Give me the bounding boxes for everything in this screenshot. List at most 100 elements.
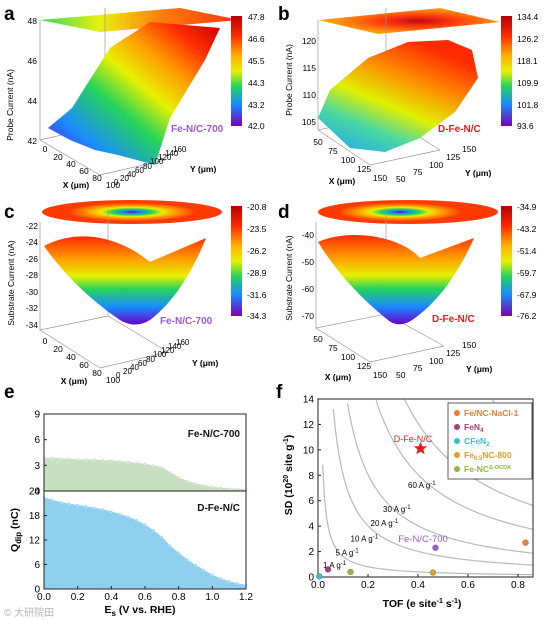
y-tick-label: 4 [308, 522, 314, 533]
activity-label-text: 60 A g [408, 481, 430, 490]
legend-label-sub: 2 [486, 442, 490, 448]
x-tick: 50 [313, 137, 323, 147]
x-tick: 40 [66, 159, 76, 169]
y-tick: 0 [116, 371, 121, 380]
activity-label: 10 A g-1 [351, 534, 379, 543]
sample-label: Fe-N/C-700 [171, 124, 224, 135]
y-tick: 20 [120, 174, 129, 183]
z-tick: -34 [26, 320, 39, 330]
data-point [67, 456, 71, 460]
x-ticks: 0 20 40 60 80 100 [43, 336, 121, 385]
colorbar [501, 16, 512, 126]
surface-plot [318, 40, 478, 152]
y-tick: 120 [158, 153, 172, 162]
iso-activity-curve [375, 400, 534, 530]
surface-plot [318, 235, 474, 325]
z-ticks: 105 110 115 120 [302, 36, 316, 127]
data-point [143, 462, 147, 466]
z-ticks: -22 -24 -26 -28 -30 -32 -34 [26, 221, 39, 330]
legend-label-main: FeN [464, 422, 480, 432]
panel-letter: f [276, 382, 283, 403]
x-tick: 125 [357, 361, 371, 371]
z-tick: -22 [26, 221, 39, 231]
activity-label-text: 5 A g [336, 548, 354, 557]
y-tick: 150 [462, 340, 476, 350]
data-point [193, 563, 197, 567]
data-point [236, 487, 240, 491]
data-point [219, 576, 223, 580]
panel-e: e 0 3 6 9 0 6 12 18 24 0.0 0.2 0.4 0.6 0.8 1.0 1.2 Fe-… [4, 382, 253, 619]
y-tick-label: 0 [308, 573, 314, 584]
panel-letter: c [4, 202, 15, 223]
data-point [185, 557, 189, 561]
plot-frame [317, 398, 534, 578]
y-label-sup: -1 [283, 438, 290, 444]
top-projection-map [340, 203, 460, 221]
y-tick: 100 [150, 157, 164, 166]
area-fill [44, 457, 246, 491]
y-tick: 140 [168, 342, 182, 351]
area-chart-bottom: 0 6 12 18 24 0.0 0.2 0.4 0.6 0.8 1.0 1.2 [29, 487, 254, 604]
data-point [236, 581, 240, 585]
legend-marker [454, 438, 460, 444]
z-ticks: -40 -50 -60 -70 [302, 230, 315, 321]
colorbar-tick: 118.1 [517, 56, 538, 66]
x-label-sup: -1 [437, 598, 443, 605]
data-point [151, 463, 155, 467]
y-tick: 75 [413, 363, 423, 373]
data-point [135, 518, 139, 522]
activity-label: 20 A g-1 [371, 519, 399, 528]
sample-label-top: Fe-N/C-700 [188, 429, 241, 440]
y-axis-label: Qdip (nC) [9, 508, 23, 552]
colorbar-tick: -34.3 [247, 311, 267, 321]
y-tick-label: 12 [303, 420, 315, 431]
x-label-sup: -1 [452, 598, 458, 605]
z-tick: -26 [26, 254, 39, 264]
top-projection-map [70, 203, 194, 221]
data-point [202, 483, 206, 487]
activity-label: 30 A g-1 [383, 505, 411, 514]
activity-label-sup: -1 [430, 481, 436, 487]
y-tick: 120 [161, 346, 175, 355]
x-tick-label: 0.2 [71, 592, 85, 603]
y-tick-label: 18 [29, 511, 41, 522]
data-point [210, 485, 214, 489]
y-axis-label-main: Q [9, 544, 21, 552]
data-point [347, 568, 354, 576]
y-tick: 100 [429, 160, 443, 170]
legend-label-sub: 4 [480, 428, 484, 434]
x-tick: 100 [341, 155, 355, 165]
data-point [67, 502, 71, 506]
legend-label-main: Fe/NC-NaCl-1 [464, 408, 519, 418]
x-tick-label: 0.0 [37, 592, 51, 603]
legend-marker [454, 452, 460, 458]
colorbar-tick: -59.7 [517, 268, 537, 278]
z-tick: 46 [28, 56, 38, 66]
data-point [193, 481, 197, 485]
y-tick-label: 3 [34, 461, 40, 472]
panel-a: a Probe Current (nA) 42 44 46 48 0 20 40… [4, 4, 265, 190]
y-tick: 20 [123, 367, 132, 376]
data-point [429, 569, 437, 576]
colorbar-tick: -51.4 [517, 246, 537, 256]
surface-plot [48, 22, 220, 165]
colorbar-tick: -23.5 [247, 224, 267, 234]
z-tick: -30 [26, 287, 39, 297]
data-point [92, 457, 96, 461]
x-tick-label: 0.6 [461, 580, 475, 591]
y-ticks: 50 75 100 125 150 [396, 340, 476, 380]
x-tick-label: 1.2 [239, 592, 253, 603]
x-tick: 0 [43, 144, 48, 154]
colorbar-ticks: -20.8 -23.5 -26.2 -28.9 -31.6 -34.3 [247, 202, 267, 321]
x-tick: 125 [357, 164, 371, 174]
x-axis-label-sub: s [112, 609, 117, 618]
data-point [84, 457, 88, 461]
legend-label: FeN4 [464, 422, 484, 434]
panel-letter: a [4, 4, 15, 25]
y-axis-label: Y (μm) [190, 164, 216, 174]
y-tick: 50 [396, 174, 406, 184]
z-tick: -50 [302, 257, 315, 267]
legend-label-sup: Δ-OCDA [489, 465, 511, 471]
x-tick: 80 [92, 173, 102, 183]
